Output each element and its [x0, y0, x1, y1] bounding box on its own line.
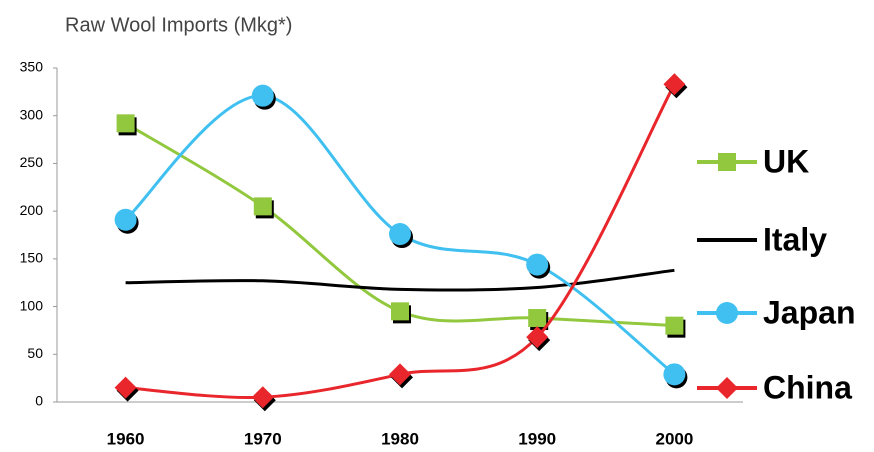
x-tick-label: 1960	[107, 429, 145, 448]
y-tick-label: 350	[20, 59, 44, 75]
legend-label: China	[763, 369, 852, 405]
series-line	[125, 83, 676, 400]
point	[251, 386, 274, 409]
y-tick-label: 150	[20, 250, 44, 266]
point	[526, 253, 549, 276]
point	[114, 208, 137, 231]
legend-label: Japan	[763, 294, 855, 330]
series-line	[125, 268, 675, 292]
point	[389, 363, 411, 386]
point	[389, 223, 411, 246]
point	[251, 84, 274, 107]
y-tick-label: 300	[20, 106, 44, 122]
point	[391, 302, 409, 321]
y-tick-label: 250	[20, 154, 44, 170]
point	[663, 73, 686, 96]
legend-label: Italy	[763, 221, 827, 257]
x-tick-label: 2000	[655, 429, 693, 448]
legend-marker	[716, 377, 738, 399]
point	[665, 316, 684, 335]
legend-label: UK	[763, 143, 809, 179]
point	[253, 197, 272, 216]
x-tick-label: 1970	[244, 429, 282, 448]
point	[526, 326, 549, 349]
x-tick-label: 1980	[381, 429, 419, 448]
chart-title: Raw Wool Imports (Mkg*)	[65, 14, 292, 36]
y-tick-label: 100	[20, 297, 44, 313]
y-tick-label: 0	[35, 393, 43, 409]
point	[528, 309, 547, 328]
x-tick-label: 1990	[518, 429, 556, 448]
legend-marker	[718, 153, 736, 171]
point	[116, 114, 135, 133]
y-tick-label: 50	[27, 345, 43, 361]
point	[114, 376, 137, 399]
legend-marker	[716, 302, 738, 324]
point	[663, 363, 686, 386]
y-tick-label: 200	[20, 202, 44, 218]
